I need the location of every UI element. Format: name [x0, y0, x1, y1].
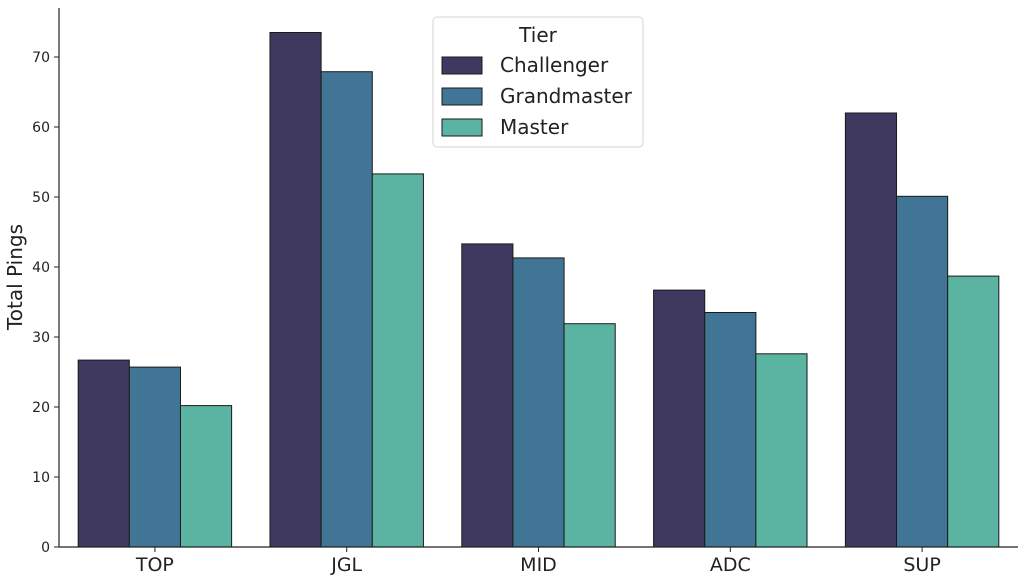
y-tick-label: 50: [32, 190, 50, 206]
legend-swatch-grandmaster: [441, 87, 483, 106]
bars-group: [77, 32, 1000, 548]
legend-label-challenger: Challenger: [500, 53, 609, 77]
y-ticks-group: 0 10 20 30 40 50 60 70: [32, 50, 59, 556]
legend-title: Tier: [518, 23, 557, 47]
bar-sup-challenger: [844, 112, 898, 548]
x-tick-label-mid: MID: [520, 554, 557, 576]
legend-items: Challenger Grandmaster Master: [441, 53, 633, 139]
bar-sup-grandmaster: [896, 195, 949, 548]
legend-label-master: Master: [500, 115, 569, 139]
x-tick-label-sup: SUP: [903, 554, 940, 576]
y-tick-label: 60: [32, 120, 50, 136]
bar-top-challenger: [77, 359, 130, 548]
bar-sup-master: [947, 275, 1000, 548]
legend: Tier Challenger Grandmaster Master: [432, 16, 644, 148]
bar-adc-master: [755, 353, 808, 548]
bar-mid-master: [563, 323, 616, 548]
bar-mid-grandmaster: [512, 257, 565, 548]
y-axis-title: Total Pings: [3, 224, 27, 331]
y-tick-label: 40: [32, 260, 50, 276]
y-tick-label: 30: [32, 330, 50, 346]
x-tick-label-adc: ADC: [710, 554, 751, 576]
y-tick-label: 0: [41, 540, 50, 556]
bar-top-master: [179, 405, 233, 548]
bar-adc-grandmaster: [704, 312, 757, 548]
bar-mid-challenger: [461, 243, 514, 548]
legend-swatch-master: [441, 118, 483, 137]
x-ticks-group: TOP JGL MID ADC SUP: [135, 547, 941, 576]
y-tick-label: 70: [32, 50, 50, 66]
x-tick-label-jgl: JGL: [330, 554, 362, 576]
bar-top-grandmaster: [128, 366, 181, 548]
bar-jgl-master: [371, 173, 424, 548]
bar-jgl-grandmaster: [320, 71, 373, 548]
x-tick-label-top: TOP: [135, 554, 174, 576]
y-tick-label: 20: [32, 400, 50, 416]
legend-swatch-challenger: [441, 56, 483, 75]
bar-adc-challenger: [653, 289, 706, 548]
bar-jgl-challenger: [269, 32, 322, 548]
legend-label-grandmaster: Grandmaster: [500, 84, 633, 108]
y-tick-label: 10: [32, 470, 50, 486]
legend-frame: [432, 16, 644, 148]
